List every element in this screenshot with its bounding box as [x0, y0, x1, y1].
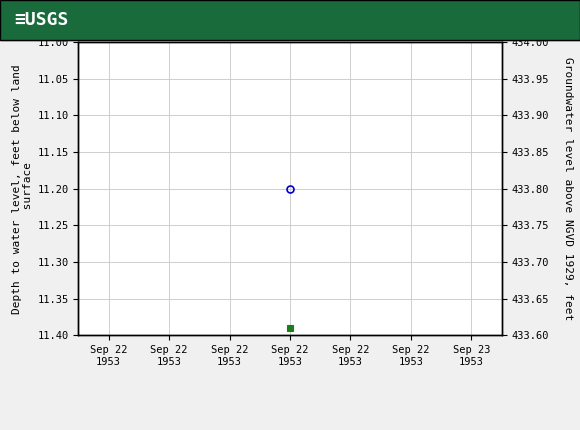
Legend: Period of approved data: Period of approved data: [184, 429, 396, 430]
Y-axis label: Depth to water level, feet below land
 surface: Depth to water level, feet below land su…: [12, 64, 33, 313]
Title: USGS 413842071453202 RI-WGW  185: USGS 413842071453202 RI-WGW 185: [144, 22, 436, 37]
Text: ≡USGS: ≡USGS: [14, 11, 69, 29]
Y-axis label: Groundwater level above NGVD 1929, feet: Groundwater level above NGVD 1929, feet: [563, 57, 573, 320]
